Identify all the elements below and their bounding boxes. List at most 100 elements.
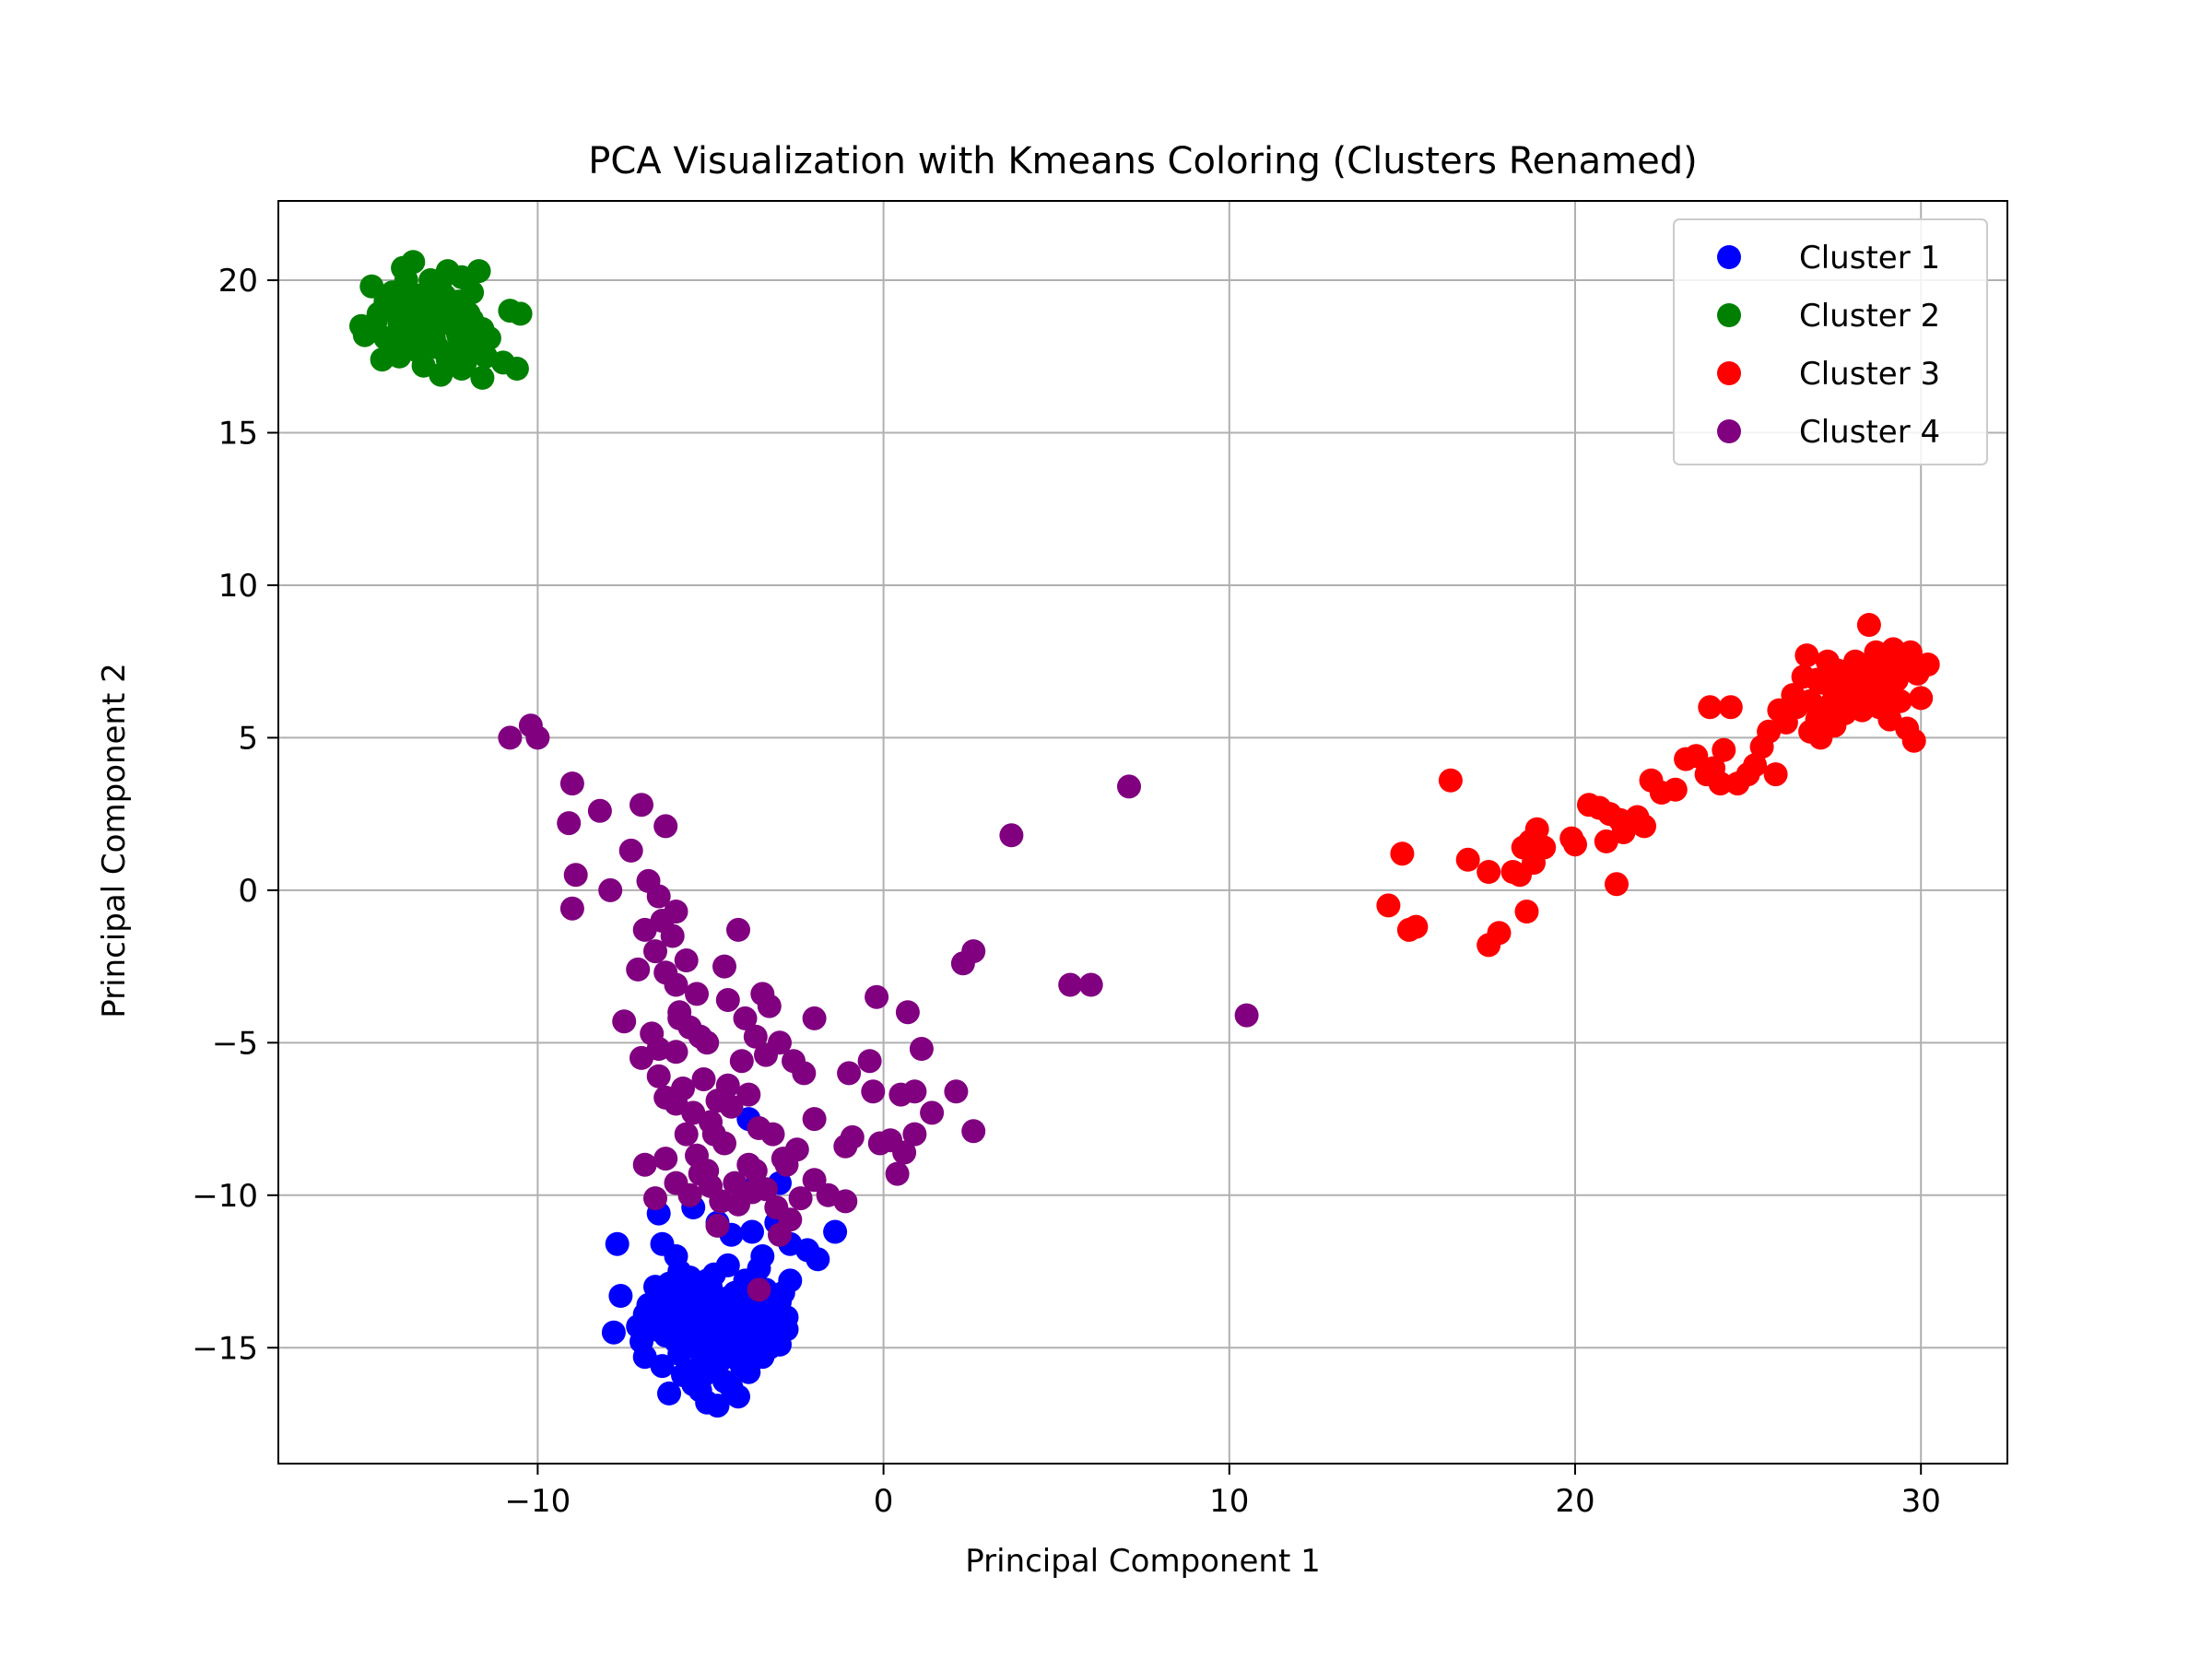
- data-point: [1234, 1003, 1259, 1028]
- legend-marker: [1717, 245, 1741, 269]
- data-point: [664, 900, 688, 924]
- data-point: [740, 1219, 764, 1244]
- data-point: [861, 1079, 886, 1104]
- data-point: [920, 1100, 945, 1125]
- y-axis-label: Principal Component 2: [96, 663, 133, 1018]
- data-point: [674, 1332, 699, 1357]
- data-point: [429, 268, 453, 292]
- data-point: [719, 1094, 744, 1119]
- data-point: [391, 320, 416, 345]
- data-point: [691, 1067, 716, 1091]
- data-point: [667, 1006, 692, 1030]
- data-point: [587, 798, 612, 823]
- data-point: [1487, 921, 1512, 946]
- data-point: [865, 984, 889, 1009]
- data-point: [715, 988, 740, 1012]
- data-point: [1805, 667, 1830, 692]
- y-tick-label: 15: [218, 415, 258, 452]
- series-cluster-4: [498, 713, 1259, 1302]
- legend: Cluster 1 Cluster 2 Cluster 3 Cluster 4: [1673, 218, 1988, 465]
- data-point: [833, 1189, 858, 1214]
- data-point: [504, 357, 529, 381]
- data-point: [902, 1079, 927, 1104]
- data-point: [1404, 914, 1429, 939]
- data-point: [999, 823, 1024, 848]
- data-point: [705, 1213, 730, 1238]
- data-point: [792, 1061, 817, 1086]
- data-point: [802, 1107, 827, 1132]
- data-point: [1784, 695, 1809, 720]
- x-tick-label: 0: [874, 1483, 894, 1520]
- data-point: [1867, 661, 1892, 686]
- data-point: [646, 884, 671, 909]
- data-point: [674, 1122, 699, 1147]
- data-point: [892, 1140, 917, 1165]
- data-point: [449, 357, 474, 381]
- data-point: [909, 1037, 934, 1061]
- data-point: [1822, 679, 1847, 704]
- data-point: [653, 814, 678, 839]
- data-point: [557, 811, 582, 836]
- data-point: [466, 259, 491, 284]
- data-point: [944, 1079, 969, 1104]
- data-point: [806, 1247, 830, 1272]
- data-point: [736, 1082, 761, 1107]
- data-point: [823, 1219, 848, 1244]
- data-point: [601, 1320, 626, 1345]
- legend-marker: [1717, 303, 1741, 327]
- data-point: [1058, 972, 1083, 997]
- y-tick-label: 5: [238, 720, 258, 757]
- data-point: [1611, 820, 1636, 844]
- data-point: [671, 1077, 695, 1100]
- data-point: [605, 1231, 629, 1256]
- data-point: [470, 365, 495, 390]
- data-point: [1524, 817, 1549, 841]
- data-point: [774, 1305, 799, 1330]
- y-tick-label: −5: [212, 1025, 258, 1062]
- data-point: [726, 1384, 750, 1409]
- data-point: [750, 1308, 775, 1333]
- data-point: [1901, 728, 1926, 753]
- legend-label: Cluster 1: [1799, 240, 1940, 276]
- data-point: [857, 1049, 882, 1074]
- data-point: [747, 1277, 771, 1302]
- chart-title: PCA Visualization with Kmeans Coloring (…: [588, 140, 1697, 182]
- data-point: [688, 1024, 712, 1049]
- data-point: [608, 1284, 633, 1308]
- data-point: [802, 1168, 827, 1193]
- axis-ticks: −10 0 10 20 30 −15 −10 −5 0 5 10 15 20: [192, 263, 1941, 1520]
- data-point: [1117, 774, 1141, 799]
- data-point: [833, 1134, 858, 1159]
- series-cluster-1: [601, 1107, 848, 1418]
- data-point: [653, 1147, 678, 1171]
- data-point: [1455, 847, 1480, 872]
- y-tick-label: 10: [218, 568, 258, 605]
- data-point: [674, 948, 699, 972]
- series-cluster-2: [349, 250, 533, 390]
- data-point: [736, 1152, 761, 1177]
- data-point: [559, 896, 584, 921]
- data-point: [1856, 613, 1881, 637]
- data-point: [401, 301, 426, 326]
- data-point: [961, 1119, 986, 1144]
- data-point: [740, 1180, 764, 1205]
- data-point: [525, 725, 550, 750]
- data-point: [460, 308, 485, 333]
- data-point: [1632, 814, 1656, 839]
- data-point: [1390, 841, 1415, 866]
- x-tick-label: 30: [1901, 1483, 1941, 1520]
- data-point: [660, 924, 685, 948]
- data-point: [677, 1265, 702, 1290]
- data-point: [867, 1131, 892, 1156]
- data-point: [1794, 643, 1819, 668]
- data-point: [563, 863, 588, 888]
- data-point: [1712, 737, 1736, 762]
- data-point: [757, 994, 782, 1018]
- data-point: [1438, 768, 1463, 793]
- x-axis-label: Principal Component 1: [965, 1543, 1321, 1580]
- data-point: [715, 1253, 740, 1277]
- data-point: [723, 1332, 747, 1357]
- data-point: [712, 954, 736, 979]
- data-point: [802, 1006, 827, 1030]
- x-tick-label: −10: [505, 1483, 571, 1520]
